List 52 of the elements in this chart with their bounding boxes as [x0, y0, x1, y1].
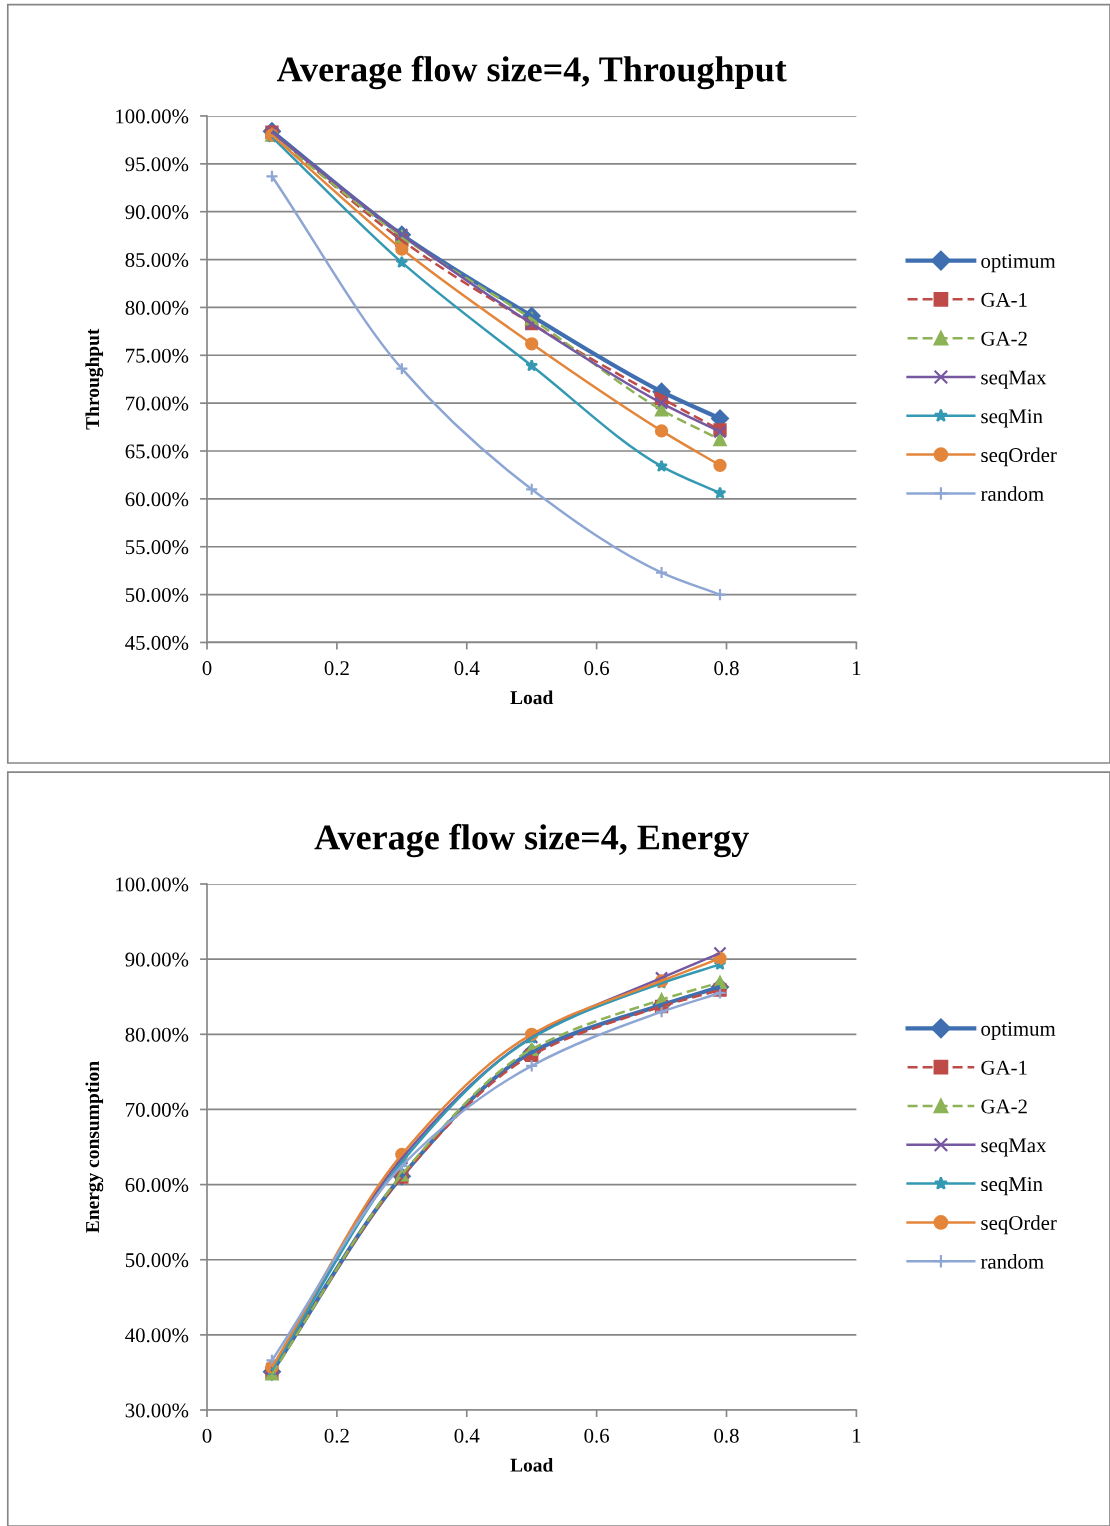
y-axis-title: Energy consumption — [85, 1061, 104, 1233]
legend-label: random — [980, 1254, 1044, 1269]
legend-label: GA-1 — [981, 292, 1027, 307]
y-tick-label: 55.00% — [125, 540, 189, 555]
legend-label: seqMax — [981, 1138, 1047, 1157]
legend-label: random — [980, 486, 1044, 501]
x-tick-label: 0.2 — [324, 1428, 349, 1443]
x-tick-label: 0.4 — [454, 1428, 480, 1443]
x-tick-label: 0.4 — [454, 661, 480, 676]
y-tick-label: 90.00% — [125, 952, 189, 967]
y-tick-label: 30.00% — [125, 1403, 189, 1418]
legend-label: optimum — [981, 1021, 1056, 1041]
legend-label: seqMax — [981, 370, 1047, 389]
chart-title: Average flow size=4, Throughput — [276, 55, 787, 90]
legend-label: optimum — [981, 254, 1056, 273]
y-tick-label: 45.00% — [125, 635, 189, 650]
x-axis-title: Load — [510, 690, 554, 705]
y-tick-label: 85.00% — [125, 252, 189, 268]
legend-label: GA-2 — [981, 331, 1027, 346]
y-tick-label: 80.00% — [125, 300, 189, 315]
x-tick-label: 0.6 — [584, 1428, 610, 1443]
x-tick-label: 0 — [202, 661, 212, 676]
x-tick-label: 0.8 — [714, 661, 739, 676]
x-tick-label: 1 — [852, 1428, 861, 1443]
y-tick-label: 40.00% — [125, 1328, 189, 1343]
y-tick-label: 80.00% — [125, 1027, 189, 1042]
legend-label: seqOrder — [981, 447, 1057, 467]
x-axis-title: Load — [510, 1458, 554, 1472]
y-tick-label: 70.00% — [126, 1102, 189, 1117]
x-tick-label: 0 — [202, 1428, 212, 1443]
y-tick-label: 50.00% — [125, 1253, 189, 1268]
y-tick-label: 60.00% — [125, 1177, 189, 1193]
y-tick-label: 100.00% — [116, 877, 189, 892]
x-tick-label: 0.8 — [714, 1428, 739, 1443]
x-tick-label: 1 — [852, 661, 861, 675]
y-tick-label: 50.00% — [125, 587, 189, 603]
x-tick-label: 0.6 — [584, 661, 610, 676]
legend-label: seqMin — [981, 409, 1043, 428]
x-tick-label: 0.2 — [324, 661, 349, 676]
legend-label: GA-1 — [981, 1060, 1027, 1075]
y-tick-label: 70.00% — [126, 396, 189, 411]
chart-title: Average flow size=4, Energy — [314, 823, 749, 858]
y-tick-label: 90.00% — [125, 205, 189, 220]
legend-label: GA-2 — [981, 1099, 1027, 1114]
y-tick-label: 65.00% — [125, 444, 189, 459]
y-tick-label: 100.00% — [116, 109, 189, 124]
legend-label: seqMin — [981, 1177, 1043, 1196]
y-tick-label: 60.00% — [125, 492, 189, 507]
legend-label: seqOrder — [981, 1215, 1057, 1235]
y-axis-title: Throughput — [85, 328, 104, 430]
y-tick-label: 95.00% — [125, 157, 189, 172]
y-tick-label: 75.00% — [126, 348, 189, 363]
